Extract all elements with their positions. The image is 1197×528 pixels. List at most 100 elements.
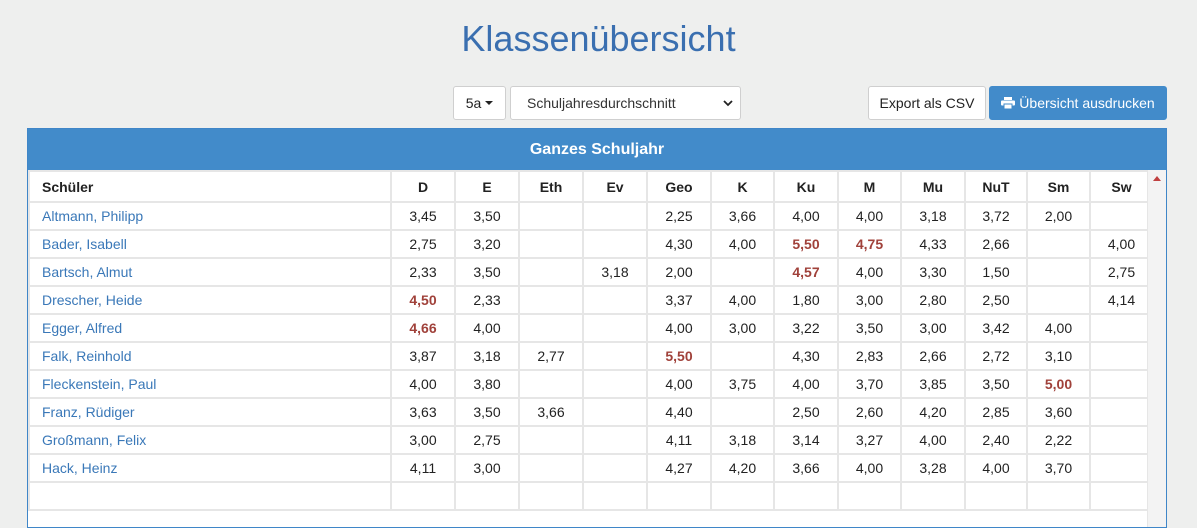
grade-cell (582, 229, 648, 259)
grade-cell: 3,18 (710, 425, 775, 455)
grade-cell: 3,45 (390, 201, 456, 231)
grade-cell (1026, 285, 1091, 315)
table-row: Egger, Alfred 4,66 4,00 4,00 3,00 3,22 3,50 3,0… (28, 313, 1154, 343)
grade-cell (1089, 453, 1154, 483)
grade-cell: 3,42 (964, 313, 1028, 343)
column-header: Schüler (28, 170, 392, 203)
grade-cell: 3,37 (646, 285, 712, 315)
grade-cell: 2,33 (454, 285, 520, 315)
grade-cell: 4,27 (646, 453, 712, 483)
column-header: Eth (518, 170, 584, 203)
student-name-link[interactable]: Hack, Heinz (28, 453, 392, 483)
grade-cell (582, 453, 648, 483)
grade-cell: 4,40 (646, 397, 712, 427)
student-name-link[interactable]: Drescher, Heide (28, 285, 392, 315)
grade-cell: 2,85 (964, 397, 1028, 427)
grade-cell: 2,33 (390, 257, 456, 287)
grade-cell: 3,60 (1026, 397, 1091, 427)
grade-cell (518, 453, 584, 483)
period-select[interactable]: Schuljahresdurchschnitt (510, 86, 741, 120)
column-header: Sm (1026, 170, 1091, 203)
scroll-up-icon[interactable] (1153, 176, 1161, 181)
grade-cell: 4,00 (710, 229, 775, 259)
grade-cell: 3,50 (964, 369, 1028, 399)
grade-cell: 2,00 (1026, 201, 1091, 231)
class-dropdown-button[interactable]: 5a (453, 86, 506, 120)
grade-cell (518, 481, 584, 511)
student-name-link[interactable]: Großmann, Felix (28, 425, 392, 455)
grade-cell (582, 481, 648, 511)
grade-cell: 3,00 (900, 313, 966, 343)
grade-cell (710, 341, 775, 371)
grade-cell (1089, 341, 1154, 371)
grade-cell: 4,00 (390, 369, 456, 399)
grade-cell: 2,00 (646, 257, 712, 287)
column-header: E (454, 170, 520, 203)
grade-cell: 3,87 (390, 341, 456, 371)
grade-cell (518, 257, 584, 287)
grade-cell: 4,30 (646, 229, 712, 259)
grade-cell: 4,00 (1026, 313, 1091, 343)
grade-cell: 4,00 (773, 201, 839, 231)
grade-cell: 4,75 (837, 229, 902, 259)
grade-cell: 3,20 (454, 229, 520, 259)
grade-cell: 2,80 (900, 285, 966, 315)
grade-cell: 4,00 (710, 285, 775, 315)
grade-cell: 4,20 (710, 453, 775, 483)
grade-cell: 4,00 (837, 257, 902, 287)
grade-cell: 4,00 (1089, 229, 1154, 259)
grade-cell: 3,00 (454, 453, 520, 483)
grade-cell: 3,18 (900, 201, 966, 231)
grade-cell: 3,72 (964, 201, 1028, 231)
chevron-down-icon (723, 100, 733, 107)
grade-cell (1089, 313, 1154, 343)
grade-cell (582, 285, 648, 315)
export-csv-button[interactable]: Export als CSV (868, 86, 986, 120)
student-name-link[interactable]: Bartsch, Almut (28, 257, 392, 287)
grade-cell: 2,40 (964, 425, 1028, 455)
toolbar: 5a Schuljahresdurchschnitt Export als CS… (0, 86, 1197, 120)
student-name-link[interactable]: Egger, Alfred (28, 313, 392, 343)
grade-cell (710, 481, 775, 511)
grade-cell: 3,50 (454, 397, 520, 427)
grade-cell (1026, 257, 1091, 287)
column-header: K (710, 170, 775, 203)
grade-cell: 4,14 (1089, 285, 1154, 315)
column-header: Geo (646, 170, 712, 203)
grade-cell: 2,75 (454, 425, 520, 455)
grade-cell (773, 481, 839, 511)
column-header: NuT (964, 170, 1028, 203)
caret-down-icon (485, 101, 494, 105)
grade-cell (1089, 201, 1154, 231)
export-csv-label: Export als CSV (879, 95, 975, 111)
grade-cell: 2,60 (837, 397, 902, 427)
grade-cell: 5,00 (1026, 369, 1091, 399)
grade-cell (837, 481, 902, 511)
student-name-link[interactable]: Franz, Rüdiger (28, 397, 392, 427)
grade-cell: 3,50 (454, 257, 520, 287)
student-name-link[interactable]: Altmann, Philipp (28, 201, 392, 231)
table-row: Falk, Reinhold 3,87 3,18 2,77 5,50 4,30 2,83 2,… (28, 341, 1154, 371)
grade-cell: 3,00 (390, 425, 456, 455)
column-header: Sw (1089, 170, 1154, 203)
grade-cell: 4,11 (646, 425, 712, 455)
column-header: Mu (900, 170, 966, 203)
table-row: Großmann, Felix 3,00 2,75 4,11 3,18 3,14 3,27 4… (28, 425, 1154, 455)
grade-cell: 4,00 (964, 453, 1028, 483)
grade-cell: 3,80 (454, 369, 520, 399)
grade-cell (1089, 481, 1154, 511)
student-name-link[interactable]: Bader, Isabell (28, 229, 392, 259)
period-select-value: Schuljahresdurchschnitt (527, 95, 676, 111)
student-name-link[interactable]: Fleckenstein, Paul (28, 369, 392, 399)
table-row: Drescher, Heide 4,50 2,33 3,37 4,00 1,80 3,00 2… (28, 285, 1154, 315)
grade-cell: 3,30 (900, 257, 966, 287)
table-scrollbar[interactable] (1147, 170, 1166, 527)
panel-title: Ganzes Schuljahr (28, 129, 1166, 170)
grade-cell: 1,50 (964, 257, 1028, 287)
grade-cell: 2,50 (964, 285, 1028, 315)
grade-cell: 4,00 (646, 313, 712, 343)
print-overview-button[interactable]: Übersicht ausdrucken (989, 86, 1167, 120)
grade-cell: 3,85 (900, 369, 966, 399)
student-name-link[interactable]: Falk, Reinhold (28, 341, 392, 371)
grade-cell: 4,57 (773, 257, 839, 287)
